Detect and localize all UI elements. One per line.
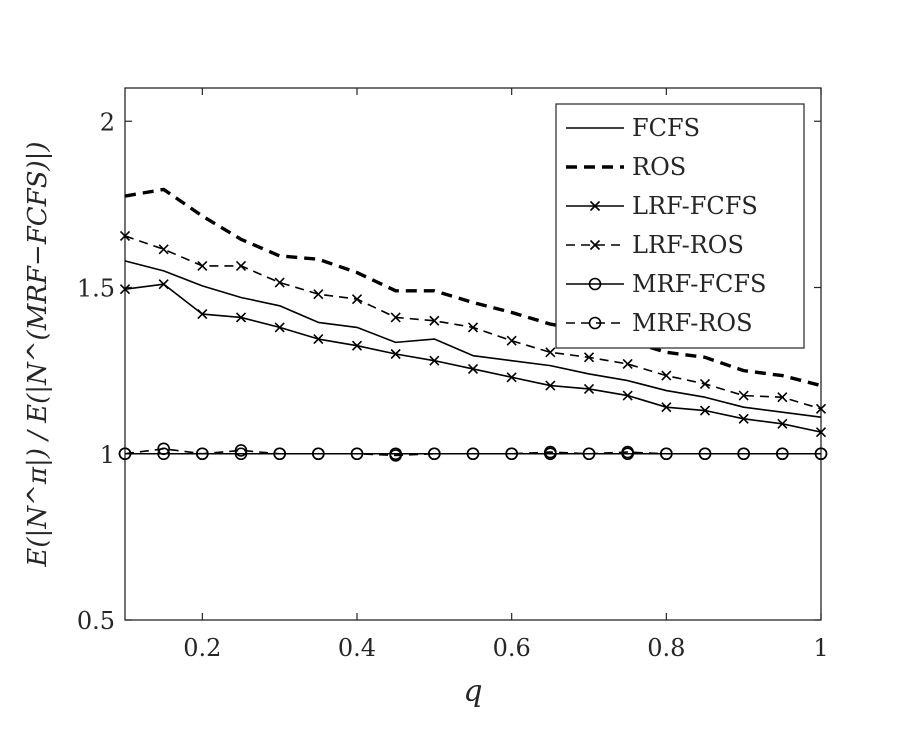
legend: FCFS ROS LRF-FCFS LRF-ROS MRF-FCFS MRF-ROS (555, 103, 805, 349)
series-line (124, 447, 821, 457)
data-point (505, 447, 518, 461)
data-point (119, 284, 131, 295)
data-point (699, 378, 711, 389)
data-point (661, 402, 672, 413)
data-point (737, 447, 750, 461)
legend-label: MRF-FCFS (632, 270, 766, 298)
legend-marker (589, 200, 601, 212)
data-point (235, 260, 247, 271)
data-point (119, 230, 131, 242)
series-lrf-ros (119, 230, 827, 414)
data-point (390, 312, 401, 323)
data-point (698, 447, 712, 461)
data-point (622, 390, 633, 401)
data-point (274, 277, 285, 288)
legend-label: FCFS (632, 114, 700, 142)
data-point (466, 447, 480, 461)
data-point (429, 355, 440, 366)
data-point (197, 309, 208, 320)
data-point (814, 447, 828, 461)
data-point (235, 312, 247, 323)
data-point (621, 445, 634, 459)
y-axis-label: E(|N^π|) / E(|N^(MRF−FCFS)|) (23, 141, 53, 567)
data-point (196, 447, 209, 461)
series-lrf-fcfs (119, 279, 827, 438)
data-point (273, 447, 286, 461)
legend-entry: FCFS (566, 114, 700, 142)
data-point (351, 340, 363, 351)
legend-entry: MRF-FCFS (566, 270, 766, 298)
y-tick-label: 1 (100, 441, 115, 469)
series-fcfs (124, 260, 822, 418)
y-tick-label: 0.5 (77, 607, 115, 635)
legend-entry: ROS (566, 153, 686, 181)
data-point (157, 442, 170, 456)
legend-marker (589, 239, 601, 251)
data-point (544, 445, 557, 459)
series-ros (124, 187, 822, 388)
legend-label: ROS (632, 153, 686, 181)
series-mrf-ros (118, 442, 828, 462)
data-point (661, 370, 672, 381)
series-line (124, 260, 822, 418)
data-point (428, 447, 441, 461)
data-point (158, 279, 169, 290)
x-tick-label: 0.8 (647, 634, 685, 662)
legend-box (555, 103, 805, 349)
data-point (313, 289, 324, 300)
data-point (467, 322, 479, 333)
y-tick-label: 1.5 (77, 275, 115, 303)
legend-entry: MRF-ROS (566, 309, 753, 337)
x-tick-label: 1 (813, 634, 828, 662)
data-point (582, 447, 596, 461)
legend-entry: LRF-ROS (566, 231, 744, 259)
legend-marker (588, 316, 602, 330)
series-line (124, 187, 822, 388)
series-layer (118, 187, 828, 462)
legend-label: LRF-ROS (632, 231, 744, 259)
data-point (197, 260, 208, 271)
x-axis-label: q (463, 674, 482, 709)
data-point (158, 244, 169, 255)
x-tick-label: 0.2 (183, 634, 221, 662)
data-point (467, 363, 479, 375)
data-point (506, 372, 517, 383)
legend-label: MRF-ROS (632, 309, 753, 337)
data-point (699, 405, 711, 416)
data-point (545, 380, 556, 391)
y-tick-label: 2 (100, 108, 115, 136)
legend-entry: LRF-FCFS (566, 192, 758, 220)
data-point (583, 352, 595, 363)
data-point (660, 447, 673, 461)
legend-label: LRF-FCFS (632, 192, 758, 220)
data-point (389, 449, 402, 462)
data-point (234, 444, 248, 457)
data-point (274, 322, 285, 333)
data-point (118, 447, 132, 461)
data-point (312, 447, 325, 461)
data-point (815, 403, 827, 414)
axis-ticks: 0.2 0.4 0.6 0.8 1 0.5 1 1.5 2 (77, 88, 829, 662)
data-point (738, 413, 749, 424)
data-point (545, 347, 556, 358)
x-tick-label: 0.4 (338, 634, 376, 662)
data-point (776, 447, 789, 461)
data-point (390, 348, 401, 360)
data-point (622, 358, 633, 370)
data-point (350, 447, 364, 461)
data-point (777, 418, 788, 429)
data-point (777, 392, 788, 403)
data-point (815, 427, 827, 438)
data-point (234, 447, 248, 461)
data-point (738, 390, 749, 401)
data-point (429, 315, 440, 326)
data-point (313, 333, 324, 345)
data-point (583, 383, 595, 394)
data-point (351, 294, 363, 305)
x-tick-label: 0.6 (493, 634, 531, 662)
data-point (506, 335, 517, 346)
legend-marker (588, 277, 602, 291)
